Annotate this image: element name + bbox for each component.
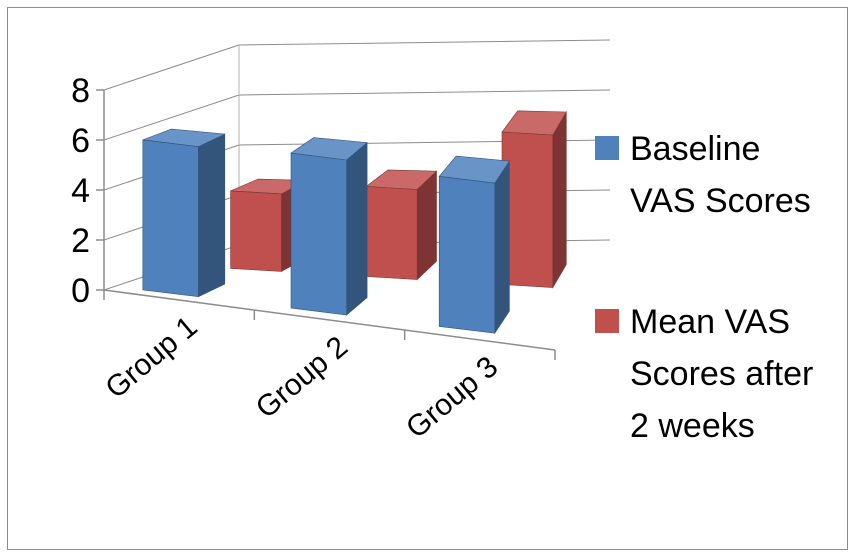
legend-label: Mean VAS [630,303,790,341]
gridline-back [238,89,611,96]
bar-front-face [142,139,199,298]
gridline-back [238,39,611,46]
x-tick-label: Group 3 [400,350,504,445]
x-tick-label: Group 1 [99,310,203,405]
x-axis-line [103,289,556,351]
bar-front-face [438,176,496,334]
y-tick-label: 8 [71,72,90,110]
bar-front-face [365,186,418,280]
legend-label: Scores after [630,355,813,393]
bar-side-face [416,170,437,281]
bar-baseline-group-1 [142,128,226,298]
gridline-side [103,94,240,141]
legend-label: VAS Scores [630,182,811,220]
y-tick-label: 2 [71,222,90,260]
legend-label: 2 weeks [630,407,755,445]
bar-baseline-group-3 [438,155,510,335]
legend-label: Baseline [630,130,760,168]
bar-side-face [494,160,510,335]
y-tick-label: 6 [71,122,90,160]
legend-swatch [595,309,619,333]
bar-baseline-group-2 [290,137,368,316]
gridline-side [103,44,240,91]
x-tick-label: Group 2 [250,330,354,425]
bar-after-2-weeks-group-2 [365,169,438,281]
bar-front-face [290,152,347,316]
y-tick-label: 4 [71,172,90,210]
bar-front-face [230,190,282,272]
bar-side-face [346,141,368,316]
legend-swatch [595,136,619,160]
bar-after-2-weeks-group-3 [501,110,567,289]
bar-side-face [198,133,226,298]
bar-side-face [552,110,567,289]
y-tick-label: 0 [71,272,90,310]
